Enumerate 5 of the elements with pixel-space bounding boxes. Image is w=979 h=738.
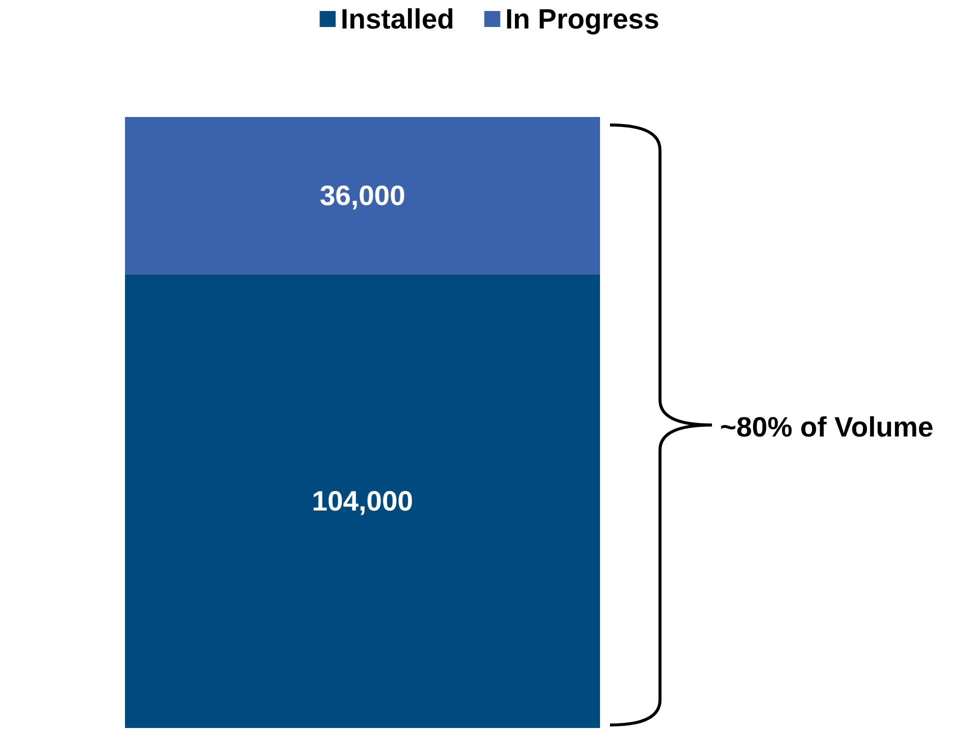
data-label: 36,000 — [320, 180, 406, 212]
legend-label: Installed — [340, 4, 454, 34]
text: ~80% of Volume — [720, 412, 934, 442]
data-label: 104,000 — [312, 486, 414, 517]
legend-label: In Progress — [505, 4, 660, 34]
